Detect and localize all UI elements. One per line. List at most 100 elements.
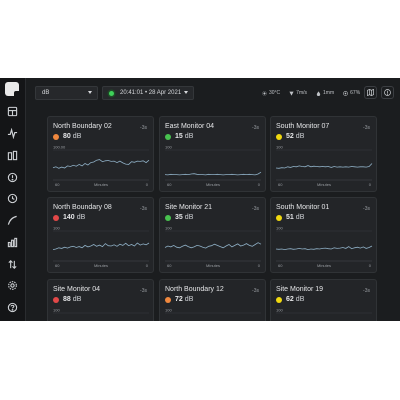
x-axis-label: Minutes xyxy=(317,263,331,268)
monitor-name: North Boundary 08 xyxy=(53,204,112,211)
last-update: -3s xyxy=(140,288,147,294)
reading-unit: dB xyxy=(184,214,194,221)
monitor-card[interactable]: Site Monitor 19 -3s 62 dB 100 60 Minutes 0 xyxy=(270,279,377,321)
reading-value: 15 xyxy=(175,133,183,140)
monitor-reading: 62 dB xyxy=(276,296,304,303)
wind-direction-icon xyxy=(289,91,294,96)
status-dot xyxy=(276,296,282,303)
last-update: -3s xyxy=(363,206,370,212)
x-max-tick: 0 xyxy=(258,263,261,268)
settings-gear-icon[interactable] xyxy=(6,279,18,291)
monitor-name: Site Monitor 21 xyxy=(165,204,213,211)
y-max-tick: 100 xyxy=(165,308,172,313)
rain-stat: 1mm xyxy=(316,90,334,96)
alert-icon[interactable] xyxy=(6,171,18,183)
reading-value: 35 xyxy=(175,214,183,221)
status-dot xyxy=(165,133,171,140)
monitor-name: East Monitor 04 xyxy=(165,123,215,130)
bar-chart-icon[interactable] xyxy=(6,236,18,248)
y-max-tick: 100 xyxy=(165,145,172,150)
clock-icon[interactable] xyxy=(6,192,18,204)
info-icon xyxy=(384,89,391,96)
help-icon[interactable] xyxy=(6,301,18,313)
columns-icon[interactable] xyxy=(6,149,18,161)
unit-select-value: dB xyxy=(42,90,50,96)
last-update: -3s xyxy=(363,288,370,294)
monitor-card[interactable]: South Monitor 01 -3s 51 dB 100 60 Minutes 0 xyxy=(270,197,377,273)
sparkline-chart: 100.00 60 Minutes 0 xyxy=(52,145,150,187)
sidebar xyxy=(0,78,26,321)
temperature-value: 30°C xyxy=(269,90,281,96)
layout-icon[interactable] xyxy=(6,105,18,117)
noise-level-line xyxy=(52,242,150,250)
noise-level-line xyxy=(164,242,262,249)
x-min-tick: 60 xyxy=(55,263,60,268)
trend-curve-icon[interactable] xyxy=(6,214,18,226)
noise-level-line xyxy=(275,245,373,251)
status-dot xyxy=(276,214,282,221)
x-max-tick: 0 xyxy=(146,182,149,187)
monitor-reading: 35 dB xyxy=(165,214,193,221)
reading-unit: dB xyxy=(72,296,82,303)
wind-stat: 7m/s xyxy=(289,90,307,96)
reading-value: 51 xyxy=(286,214,294,221)
weather-stats: 30°C 7m/s 1mm 67% xyxy=(262,90,360,96)
reading-value: 72 xyxy=(175,296,183,303)
x-max-tick: 0 xyxy=(369,182,372,187)
monitor-card[interactable]: North Boundary 08 -3s 140 dB 100 60 Minutes 0 xyxy=(47,197,154,273)
map-icon xyxy=(367,89,374,96)
reading-unit: dB xyxy=(184,296,194,303)
sparkline-chart: 100 60 Minutes 0 xyxy=(52,226,150,268)
monitor-card[interactable]: North Boundary 02 -3s 80 dB 100.00 60 Minutes 0 xyxy=(47,116,154,192)
x-max-tick: 0 xyxy=(258,182,261,187)
status-dot xyxy=(53,133,59,140)
status-dot xyxy=(165,296,171,303)
status-dot xyxy=(165,214,171,221)
monitor-card[interactable]: Site Monitor 21 -3s 35 dB 100 60 Minutes 0 xyxy=(159,197,266,273)
monitor-card[interactable]: South Monitor 07 -3s 52 dB 100 60 Minutes 0 xyxy=(270,116,377,192)
wind-value: 7m/s xyxy=(296,90,308,96)
monitor-card[interactable]: North Boundary 12 -3s 72 dB 100 60 Minutes 0 xyxy=(159,279,266,321)
y-max-tick: 100 xyxy=(53,308,60,313)
last-update: -3s xyxy=(252,125,259,131)
y-max-tick: 100 xyxy=(165,226,172,231)
humidity-value: 67% xyxy=(350,90,361,96)
datetime-select[interactable]: 20:41:01 • 28 Apr 2021 xyxy=(102,86,194,100)
x-max-tick: 0 xyxy=(146,263,149,268)
activity-icon[interactable] xyxy=(6,127,18,139)
x-axis-label: Minutes xyxy=(94,263,108,268)
map-button[interactable] xyxy=(364,86,377,99)
monitor-name: Site Monitor 19 xyxy=(276,286,324,293)
monitor-card[interactable]: East Monitor 04 -3s 15 dB 100 60 Minutes 0 xyxy=(159,116,266,192)
monitor-name: North Boundary 02 xyxy=(53,123,112,130)
monitor-card[interactable]: Site Monitor 04 -3s 88 dB 100 60 Minutes 0 xyxy=(47,279,154,321)
y-max-tick: 100 xyxy=(276,145,283,150)
rain-value: 1mm xyxy=(323,90,335,96)
reading-unit: dB xyxy=(76,214,86,221)
monitor-reading: 15 dB xyxy=(165,133,193,140)
monitor-reading: 80 dB xyxy=(53,133,81,140)
monitor-reading: 52 dB xyxy=(276,133,304,140)
unit-select[interactable]: dB xyxy=(35,86,98,100)
reading-value: 88 xyxy=(63,296,71,303)
noise-level-line xyxy=(164,171,262,176)
last-update: -3s xyxy=(140,206,147,212)
x-min-tick: 60 xyxy=(167,182,172,187)
monitor-name: South Monitor 07 xyxy=(276,123,330,130)
reading-value: 140 xyxy=(63,214,75,221)
y-max-tick: 100 xyxy=(53,226,60,231)
chevron-down-icon xyxy=(88,91,92,94)
y-max-tick: 100.00 xyxy=(53,145,66,150)
sort-arrows-icon[interactable] xyxy=(6,258,18,270)
reading-unit: dB xyxy=(295,296,305,303)
reading-value: 62 xyxy=(286,296,294,303)
monitor-name: North Boundary 12 xyxy=(165,286,224,293)
reading-unit: dB xyxy=(295,133,305,140)
last-update: -3s xyxy=(252,206,259,212)
humidity-icon xyxy=(343,90,349,96)
sun-icon xyxy=(262,90,267,96)
info-button[interactable] xyxy=(381,86,394,99)
